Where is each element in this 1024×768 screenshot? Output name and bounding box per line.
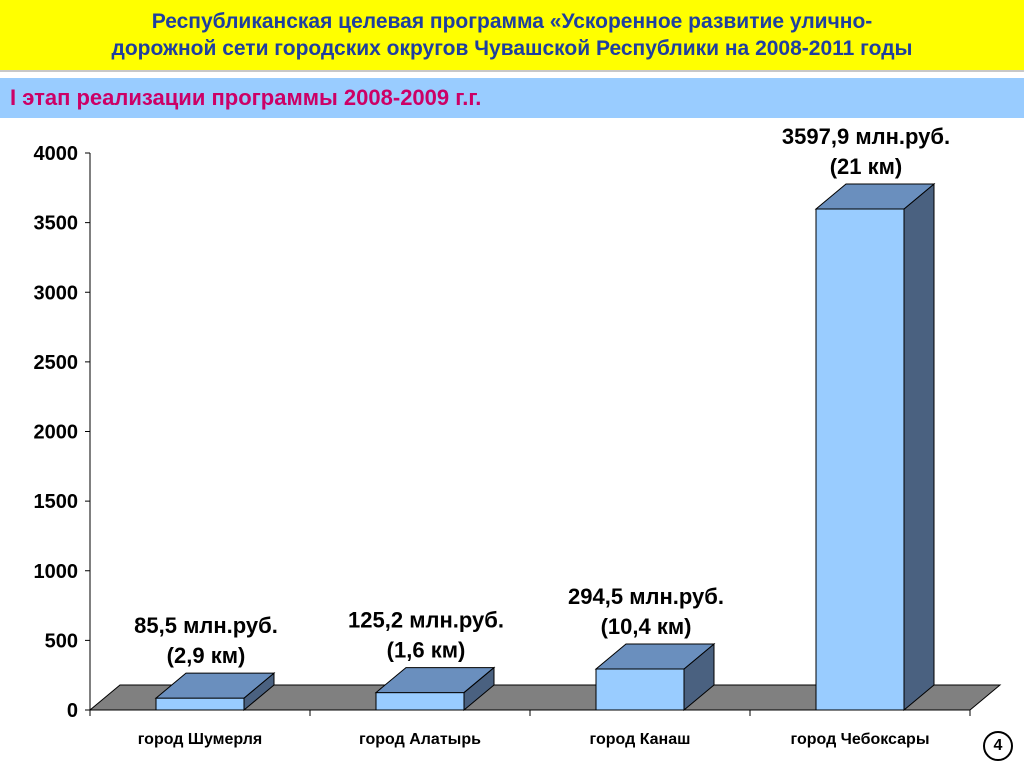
bar [815, 208, 905, 711]
bar [155, 697, 245, 711]
bar-top [154, 672, 276, 699]
y-tick-label: 2500 [34, 352, 79, 374]
page-number-badge: 4 [983, 731, 1013, 761]
bar-top [374, 667, 496, 694]
title-banner: Республиканская целевая программа «Ускор… [0, 0, 1024, 72]
y-tick-label: 3000 [34, 282, 79, 304]
y-tick-label: 2000 [34, 422, 79, 444]
stage-label: I этап реализации программы 2008-2009 г.… [10, 85, 482, 110]
y-tick-label: 500 [45, 630, 78, 652]
page-number: 4 [993, 737, 1003, 754]
y-tick-label: 0 [67, 700, 78, 722]
y-tick-label: 1500 [34, 491, 79, 513]
data-label-value: 294,5 млн.руб. [568, 584, 724, 609]
data-label-length: (21 км) [830, 154, 903, 179]
title-line-1: Республиканская целевая программа «Ускор… [151, 10, 873, 33]
data-label-value: 3597,9 млн.руб. [782, 124, 950, 149]
bar-top [594, 643, 716, 670]
stage-banner: I этап реализации программы 2008-2009 г.… [0, 78, 1024, 118]
bar-side [903, 182, 935, 712]
x-category-label: город Канаш [590, 731, 691, 748]
data-label-length: (2,9 км) [167, 643, 246, 668]
y-tick-label: 4000 [34, 143, 79, 165]
data-label-length: (1,6 км) [387, 638, 466, 663]
title-line-2: дорожной сети городских округов Чувашско… [111, 37, 913, 60]
bar-top [814, 183, 936, 210]
data-label-value: 85,5 млн.руб. [134, 613, 278, 638]
data-label-length: (10,4 км) [601, 614, 692, 639]
y-tick-label: 1000 [34, 561, 79, 583]
bar [375, 692, 465, 711]
x-category-label: город Шумерля [138, 731, 263, 748]
x-category-label: город Алатырь [359, 731, 481, 748]
y-tick-label: 3500 [34, 213, 79, 235]
data-label-value: 125,2 млн.руб. [348, 608, 504, 633]
bar [595, 668, 685, 711]
x-category-label: город Чебоксары [791, 731, 930, 748]
